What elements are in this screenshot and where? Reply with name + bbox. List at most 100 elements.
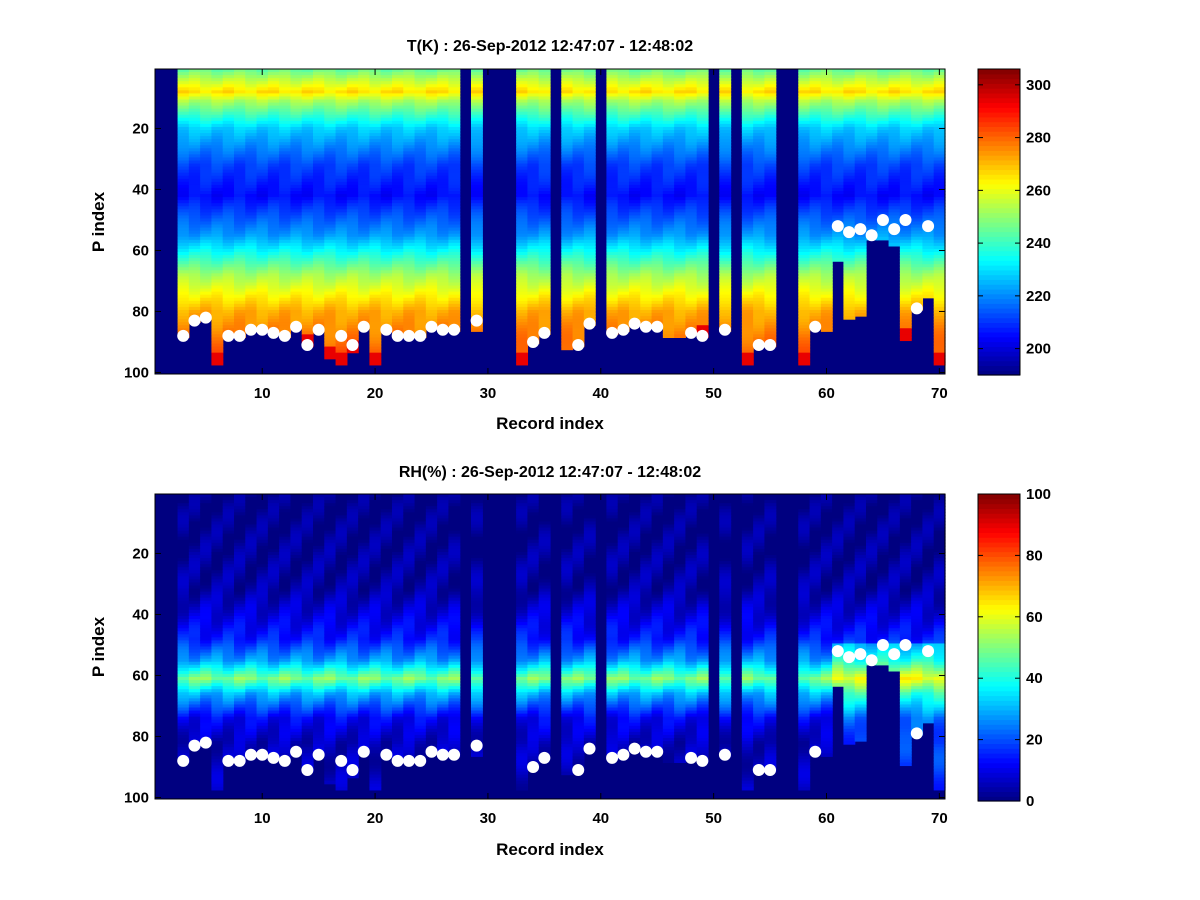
- heatmap-cell: [651, 294, 664, 299]
- heatmap-cell: [527, 209, 540, 213]
- heatmap-cell: [222, 160, 235, 165]
- heatmap-cell: [301, 178, 314, 183]
- heatmap-cell: [662, 84, 675, 88]
- heatmap-cell: [719, 84, 732, 88]
- heatmap-cell: [177, 117, 190, 122]
- heatmap-cell: [313, 303, 325, 308]
- heatmap-cell: [425, 279, 438, 284]
- heatmap-cell: [313, 245, 325, 250]
- heatmap-cell: [572, 130, 585, 134]
- heatmap-cell: [516, 206, 529, 210]
- heatmap-cell: [798, 139, 811, 143]
- heatmap-cell: [267, 136, 280, 140]
- heatmap-cell: [662, 252, 675, 256]
- heatmap-cell: [267, 178, 280, 183]
- heatmap-cell: [425, 81, 438, 85]
- heatmap-cell: [245, 221, 258, 226]
- heatmap-cell: [211, 248, 224, 253]
- heatmap-cell: [245, 236, 258, 241]
- heatmap-cell: [516, 270, 529, 274]
- heatmap-cell: [651, 279, 664, 284]
- heatmap-cell: [290, 267, 303, 271]
- heatmap-cell: [188, 84, 201, 88]
- heatmap-cell: [719, 227, 732, 232]
- heatmap-cell: [471, 248, 483, 253]
- heatmap-cell: [572, 245, 585, 250]
- heatmap-cell: [256, 151, 269, 155]
- heatmap-cell: [392, 102, 404, 107]
- heatmap-cell: [640, 306, 653, 311]
- heatmap-cell: [301, 313, 314, 317]
- heatmap-cell: [256, 261, 269, 265]
- heatmap-cell: [234, 261, 246, 265]
- heatmap-cell: [764, 291, 777, 296]
- heatmap-cell: [324, 215, 337, 220]
- heatmap-cell: [403, 206, 416, 210]
- heatmap-cell: [741, 258, 754, 262]
- heatmap-cell: [301, 111, 314, 116]
- temperature-panel: T(K) : 26-Sep-2012 12:47:07 - 12:48:02 1…: [89, 38, 1051, 433]
- heatmap-cell: [448, 133, 461, 137]
- heatmap-cell: [256, 303, 269, 308]
- heatmap-cell: [640, 108, 653, 113]
- heatmap-cell: [301, 105, 314, 110]
- heatmap-cell: [301, 288, 314, 293]
- heatmap-cell: [753, 84, 766, 88]
- heatmap-cell: [640, 242, 653, 247]
- heatmap-cell: [538, 224, 551, 229]
- heatmap-column-68: [911, 69, 924, 311]
- heatmap-cell: [369, 288, 382, 293]
- heatmap-cell: [211, 352, 224, 357]
- heatmap-cell: [437, 255, 450, 259]
- heatmap-cell: [753, 117, 766, 122]
- heatmap-cell: [188, 151, 201, 155]
- heatmap-cell: [380, 166, 393, 171]
- heatmap-cell: [719, 252, 732, 256]
- heatmap-cell: [222, 309, 235, 314]
- heatmap-cell: [425, 313, 438, 317]
- heatmap-column-38: [572, 69, 585, 348]
- heatmap-cell: [606, 181, 619, 186]
- heatmap-column-51: [719, 69, 732, 332]
- heatmap-cell: [798, 84, 811, 88]
- heatmap-cell: [346, 258, 359, 262]
- heatmap-cell: [313, 154, 325, 159]
- heatmap-cell: [380, 319, 393, 323]
- heatmap-cell: [617, 261, 630, 265]
- heatmap-cell: [685, 319, 698, 323]
- heatmap-cell: [583, 69, 596, 73]
- heatmap-cell: [267, 72, 280, 76]
- heatmap-cell: [538, 84, 551, 88]
- heatmap-cell: [583, 242, 596, 247]
- heatmap-cell: [324, 288, 337, 293]
- heatmap-cell: [279, 157, 292, 162]
- heatmap-cell: [369, 267, 382, 271]
- heatmap-cell: [245, 200, 258, 204]
- heatmap-cell: [346, 221, 359, 226]
- heatmap-cell: [538, 126, 551, 131]
- heatmap-cell: [629, 172, 641, 177]
- heatmap-cell: [741, 248, 754, 253]
- heatmap-cell: [324, 154, 337, 159]
- heatmap-cell: [719, 75, 732, 79]
- heatmap-cell: [764, 160, 777, 165]
- heatmap-cell: [696, 325, 709, 329]
- heatmap-cell: [358, 105, 371, 110]
- heatmap-cell: [674, 291, 687, 296]
- heatmap-cell: [662, 72, 675, 76]
- heatmap-cell: [437, 87, 450, 91]
- heatmap-cell: [651, 306, 664, 311]
- heatmap-cell: [369, 346, 382, 351]
- heatmap-cell: [448, 227, 461, 232]
- heatmap-cell: [267, 209, 280, 213]
- heatmap-cell: [753, 282, 766, 287]
- heatmap-cell: [324, 78, 337, 82]
- heatmap-cell: [437, 212, 450, 216]
- heatmap-cell: [753, 78, 766, 82]
- heatmap-column-17: [335, 69, 348, 366]
- heatmap-cell: [256, 194, 269, 198]
- heatmap-cell: [471, 258, 483, 262]
- heatmap-cell: [617, 75, 630, 79]
- heatmap-cell: [211, 145, 224, 149]
- heatmap-cell: [256, 166, 269, 171]
